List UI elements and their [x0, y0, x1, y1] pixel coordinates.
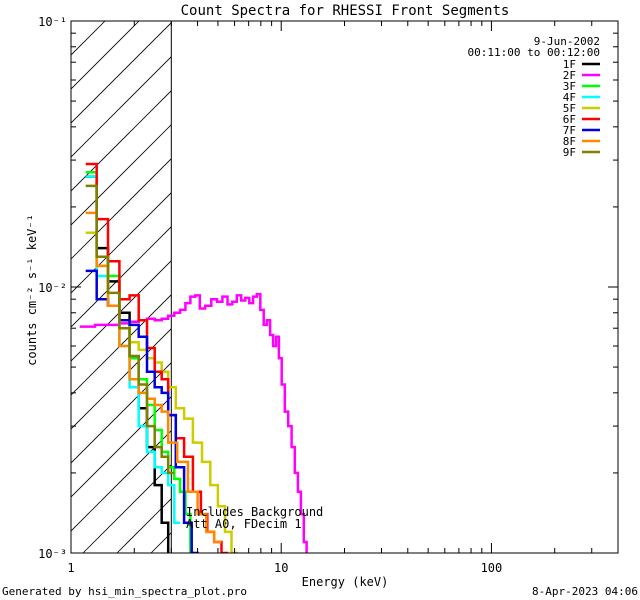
hatch-line: [71, 328, 172, 430]
plot-frame: [70, 20, 619, 554]
legend-label: 2F: [563, 69, 576, 82]
x-tick-label: 1: [67, 561, 74, 575]
series-line-9F: [85, 184, 175, 475]
series-line-3F: [85, 171, 196, 553]
hatch-line: [71, 21, 106, 56]
hatch-line: [82, 464, 172, 553]
x-tick-label: 100: [481, 561, 503, 575]
hatch-line: [71, 396, 172, 498]
x-axis-label: Energy (keV): [302, 575, 389, 589]
axis-ticks: 1 10 100 10⁻³ 10⁻² 10⁻¹: [38, 15, 619, 575]
y-tick-label: 10⁻²: [38, 281, 67, 295]
legend-label: 1F: [563, 58, 576, 71]
hatch-line: [71, 192, 172, 294]
hatch-line: [71, 56, 172, 158]
series-layer: [79, 162, 308, 553]
legend-label: 8F: [563, 135, 576, 148]
hatch-line: [71, 430, 172, 532]
y-tick-label: 10⁻³: [38, 547, 67, 561]
legend-label: 4F: [563, 91, 576, 104]
annotation-background: Includes Background: [186, 505, 323, 519]
hatch-line: [71, 260, 172, 362]
series-line-4F: [85, 175, 180, 524]
hatch-line: [71, 158, 172, 260]
y-tick-label: 10⁻¹: [38, 15, 67, 29]
chart-title: Count Spectra for RHESSI Front Segments: [181, 3, 510, 19]
x-tick-label: 10: [274, 561, 288, 575]
series-line-2F: [79, 292, 308, 553]
series-line-7F: [85, 269, 199, 553]
legend-label: 7F: [563, 124, 576, 137]
footer-generated-by: Generated by hsi_min_spectra_plot.pro: [2, 585, 247, 598]
annotation-attenuator: Att A0, FDecim 1: [186, 517, 302, 531]
legend-label: 9F: [563, 146, 576, 159]
hatch-line: [71, 21, 140, 90]
hatch-line: [0, 0, 105, 553]
hatch-line: [71, 226, 172, 328]
series-line-8F: [85, 211, 222, 544]
legend-header: 00:11:00 to 00:12:00: [468, 46, 600, 59]
legend-label: 5F: [563, 102, 576, 115]
hatch-line: [71, 22, 172, 124]
hatch-line: [116, 498, 172, 553]
legend-label: 3F: [563, 80, 576, 93]
legend-header: 9-Jun-2002: [534, 35, 600, 48]
legend-label: 6F: [563, 113, 576, 126]
footer-timestamp: 8-Apr-2023 04:06: [532, 585, 638, 598]
hatch-line: [71, 362, 172, 464]
y-axis-label: counts cm⁻² s⁻¹ keV⁻¹: [25, 214, 39, 366]
